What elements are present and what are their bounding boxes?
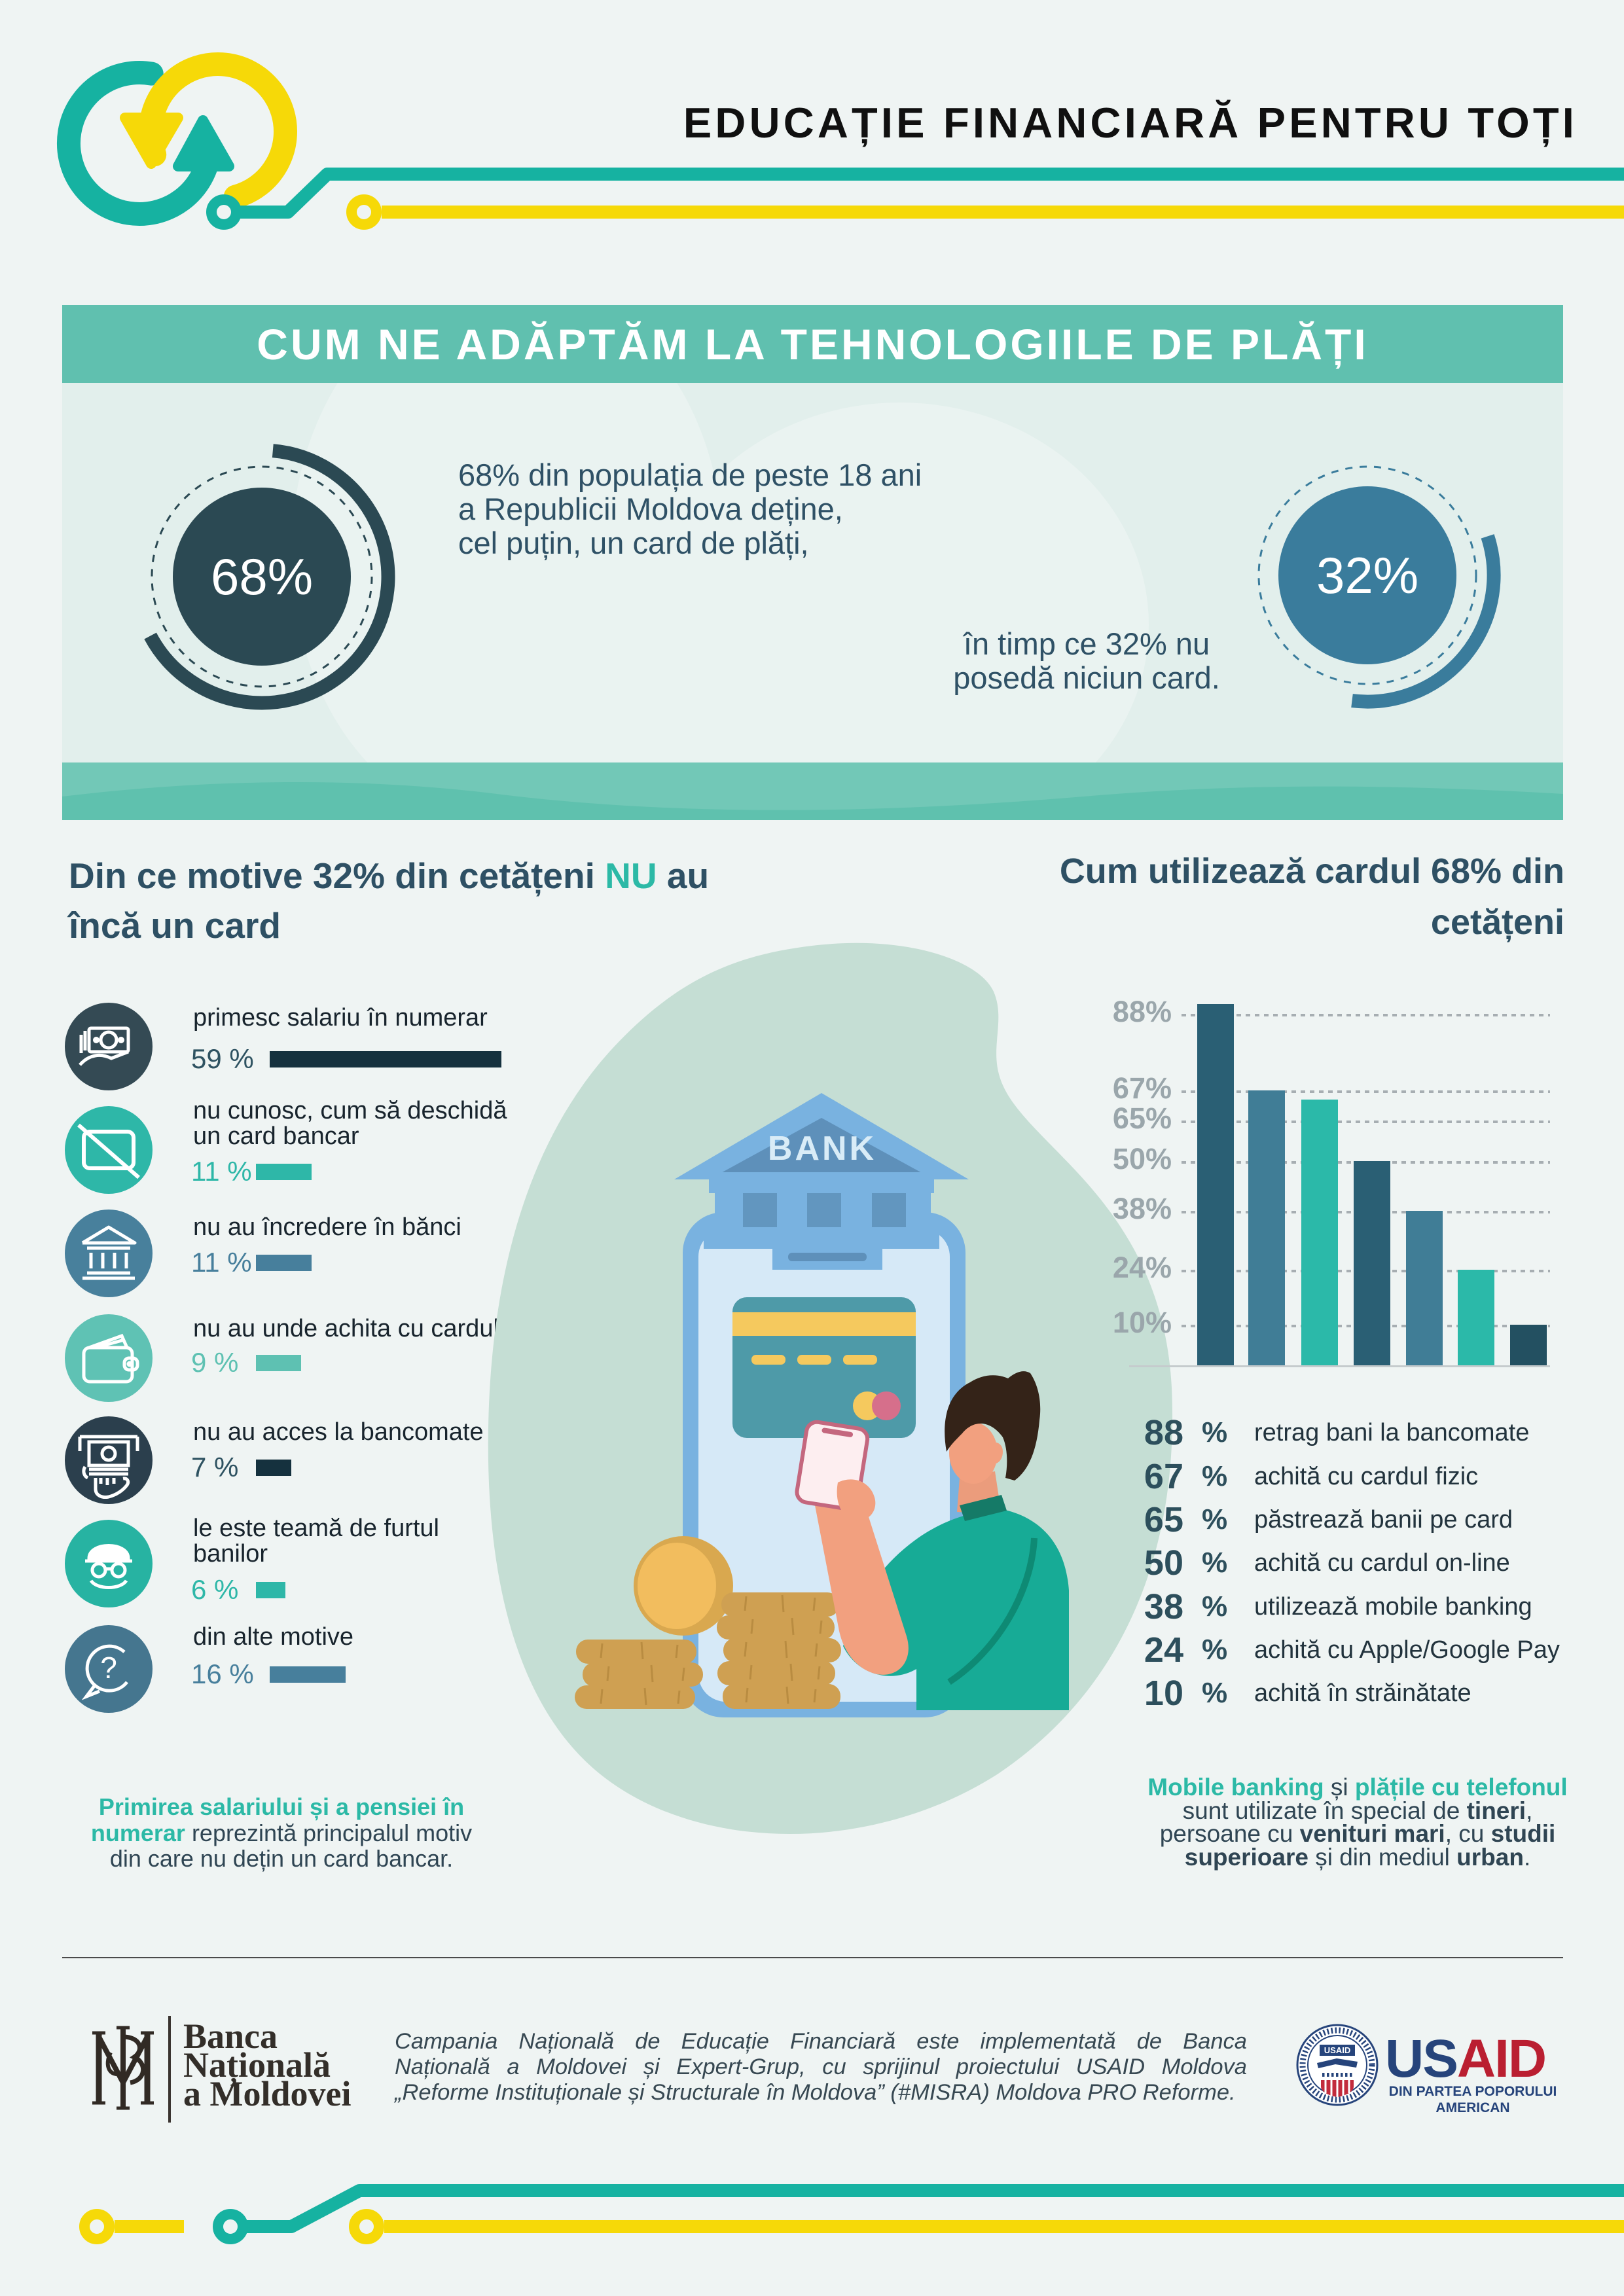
svg-text:USAID: USAID	[1385, 2029, 1545, 2089]
svg-text:DIN PARTEA POPORULUI: DIN PARTEA POPORULUI	[1389, 2084, 1557, 2099]
svg-text:BANK: BANK	[768, 1130, 876, 1168]
svg-text:USAID: USAID	[1324, 2045, 1350, 2055]
svg-text:32%: 32%	[1316, 547, 1418, 604]
svg-text:a Moldovei: a Moldovei	[183, 2074, 351, 2113]
svg-text:Națională: Națională	[183, 2045, 331, 2087]
svg-text:Banca: Banca	[183, 2017, 278, 2056]
svg-text:68%: 68%	[211, 548, 313, 605]
svg-text:?: ?	[100, 1651, 117, 1685]
svg-text:AMERICAN: AMERICAN	[1435, 2100, 1509, 2115]
